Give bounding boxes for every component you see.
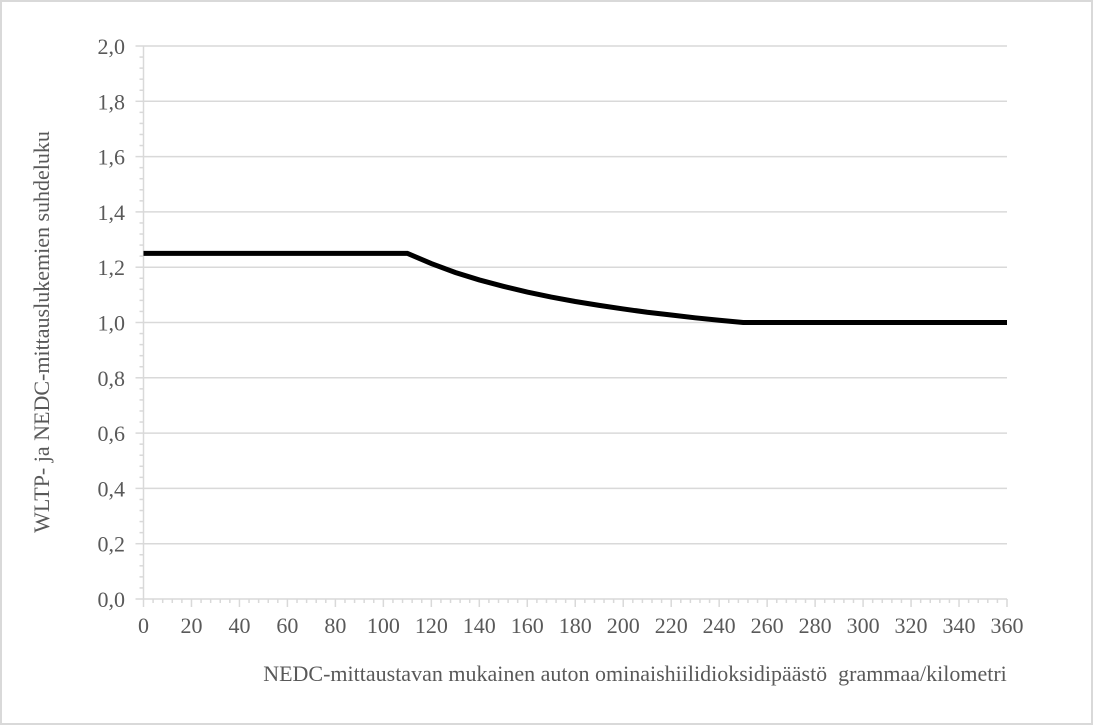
x-axis-title: NEDC-mittaustavan mukainen auton ominais… [263, 661, 1007, 686]
x-tick-label: 200 [607, 613, 640, 638]
y-tick-label: 0,4 [98, 476, 126, 501]
y-tick-label: 1,6 [98, 145, 126, 170]
y-tick-label: 1,0 [98, 311, 126, 336]
x-tick-label: 240 [703, 613, 736, 638]
y-tick-label: 0,2 [98, 532, 126, 557]
y-tick-label: 1,2 [98, 255, 126, 280]
x-tick-label: 320 [895, 613, 928, 638]
x-tick-label: 80 [324, 613, 346, 638]
x-tick-label: 160 [511, 613, 544, 638]
y-tick-label: 1,4 [98, 200, 126, 225]
x-tick-label: 220 [655, 613, 688, 638]
y-tick-label: 0,0 [98, 587, 126, 612]
x-tick-label: 260 [751, 613, 784, 638]
y-axis-title: WLTP- ja NEDC-mittauslukemien suhdeluku [29, 131, 54, 533]
x-tick-label: 280 [799, 613, 832, 638]
data-series-line [143, 250, 1007, 325]
x-tick-label: 0 [138, 613, 149, 638]
y-tick-label: 0,8 [98, 366, 126, 391]
x-tick-label: 20 [180, 613, 202, 638]
x-tick-label: 180 [559, 613, 592, 638]
x-tick-label: 60 [276, 613, 298, 638]
x-tick-label: 300 [847, 613, 880, 638]
y-tick-label: 2,0 [98, 34, 126, 59]
x-tick-label: 120 [415, 613, 448, 638]
x-tick-label: 140 [463, 613, 496, 638]
y-tick-label: 0,6 [98, 421, 126, 446]
x-tick-label: 340 [943, 613, 976, 638]
x-tick-label: 360 [991, 613, 1024, 638]
x-tick-label: 100 [367, 613, 400, 638]
x-tick-label: 40 [228, 613, 250, 638]
y-tick-label: 1,8 [98, 89, 126, 114]
